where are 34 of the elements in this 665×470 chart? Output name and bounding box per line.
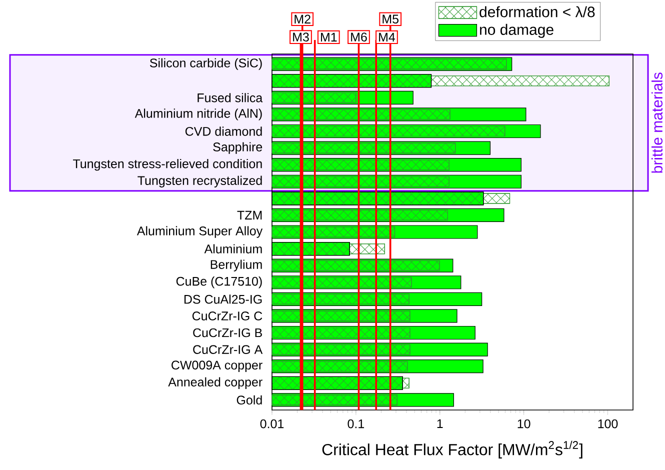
y-tick-label: Gold (236, 395, 262, 405)
x-tick-label: 10 (518, 419, 530, 428)
y-tick-label: Aluminium nitride (AlN) (134, 108, 262, 120)
band-label: brittle materials (651, 72, 663, 173)
ref-line-label: M1 (321, 32, 337, 42)
ref-line-label: M6 (351, 32, 367, 42)
y-tick-label: Tungsten recrystalized (138, 176, 262, 188)
y-tick-label: Fused silica (198, 93, 263, 102)
y-tick-label: Annealed copper (168, 377, 262, 389)
y-tick-label: Tungsten stress-relieved condition (73, 159, 262, 171)
legend-label: deformation < λ/8 (480, 6, 595, 18)
y-tick-label: Silicon carbide (SiC) (150, 58, 262, 70)
ref-line-label: M3 (293, 32, 309, 42)
legend-label: no damage (480, 24, 554, 38)
x-tick-label: 0.01 (260, 419, 284, 428)
y-tick-label: Aluminium Super Alloy (136, 226, 263, 238)
y-tick-label: CW009A copper (172, 360, 262, 372)
y-tick-label: DS CuAl25-IG (184, 294, 262, 304)
y-tick-label: Aluminium (204, 244, 262, 254)
ref-line-label: M4 (379, 32, 396, 42)
x-tick-label: 100 (598, 419, 618, 428)
x-tick-label: 1 (437, 419, 443, 428)
y-tick-label: Berrylium (210, 260, 262, 272)
ref-line-label: M5 (382, 14, 398, 24)
y-tick-label: CuBe (C17510) (176, 276, 262, 288)
y-tick-label: CuCrZr-IG B (193, 328, 262, 338)
y-tick-label: Sapphire (213, 142, 262, 154)
y-tick-label: TZM (237, 210, 262, 220)
ref-line-label: M2 (294, 14, 310, 24)
y-tick-label: CuCrZr-IG C (192, 312, 262, 320)
y-tick-label: CVD diamond (185, 126, 262, 136)
x-axis-title: Critical Heat Flux Factor [MW/m$^{2}$s$^{1/2}$] (322, 440, 582, 458)
y-tick-label: CuCrZr-IG A (193, 345, 263, 354)
x-tick-label: 0.1 (348, 419, 364, 428)
